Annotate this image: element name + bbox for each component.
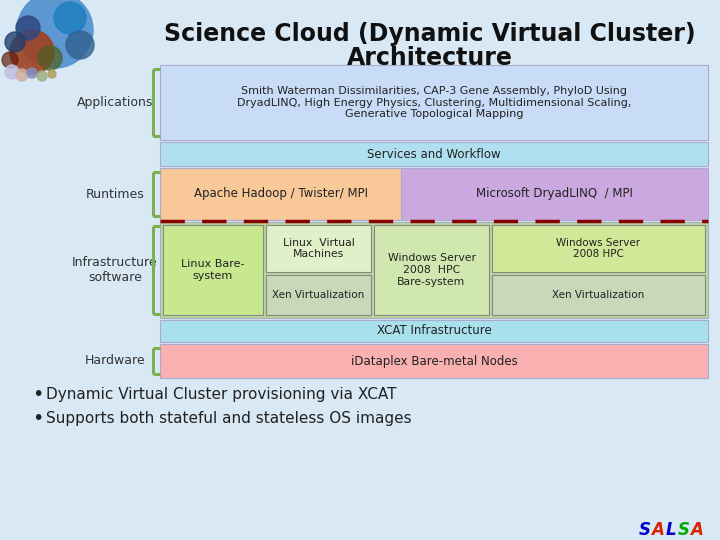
- Circle shape: [2, 52, 18, 68]
- Text: Science Cloud (Dynamic Virtual Cluster): Science Cloud (Dynamic Virtual Cluster): [164, 22, 696, 46]
- Text: Services and Workflow: Services and Workflow: [367, 147, 501, 160]
- FancyBboxPatch shape: [160, 344, 708, 378]
- Text: A: A: [690, 521, 703, 539]
- Text: Applications: Applications: [77, 96, 153, 109]
- FancyBboxPatch shape: [160, 142, 708, 166]
- Text: Xen Virtualization: Xen Virtualization: [272, 290, 364, 300]
- Circle shape: [17, 0, 93, 68]
- FancyBboxPatch shape: [492, 225, 705, 272]
- Text: L: L: [666, 521, 676, 539]
- Text: Windows Server
2008  HPC
Bare-system: Windows Server 2008 HPC Bare-system: [387, 253, 475, 287]
- FancyBboxPatch shape: [374, 225, 489, 315]
- Text: Xen Virtualization: Xen Virtualization: [552, 290, 644, 300]
- Text: Microsoft DryadLINQ  / MPI: Microsoft DryadLINQ / MPI: [476, 187, 633, 200]
- Text: Infrastructure
software: Infrastructure software: [72, 256, 158, 284]
- FancyBboxPatch shape: [492, 275, 705, 315]
- Circle shape: [16, 16, 40, 40]
- Text: iDataplex Bare-metal Nodes: iDataplex Bare-metal Nodes: [351, 354, 518, 368]
- Text: •: •: [32, 408, 43, 428]
- Circle shape: [54, 2, 86, 34]
- Circle shape: [27, 68, 37, 78]
- FancyBboxPatch shape: [266, 225, 371, 272]
- Circle shape: [5, 32, 25, 52]
- Text: XCAT Infrastructure: XCAT Infrastructure: [377, 325, 491, 338]
- FancyBboxPatch shape: [160, 65, 708, 140]
- Circle shape: [66, 31, 94, 59]
- Text: S: S: [639, 521, 651, 539]
- Text: Apache Hadoop / Twister/ MPI: Apache Hadoop / Twister/ MPI: [194, 187, 368, 200]
- FancyBboxPatch shape: [160, 222, 708, 318]
- Circle shape: [37, 71, 47, 81]
- Text: Smith Waterman Dissimilarities, CAP-3 Gene Assembly, PhyloD Using
DryadLINQ, Hig: Smith Waterman Dissimilarities, CAP-3 Ge…: [237, 86, 631, 119]
- FancyBboxPatch shape: [160, 320, 708, 342]
- Text: •: •: [32, 386, 43, 404]
- FancyBboxPatch shape: [163, 225, 263, 315]
- Circle shape: [10, 30, 54, 74]
- Text: Hardware: Hardware: [85, 354, 145, 368]
- Text: A: A: [652, 521, 665, 539]
- Text: Dynamic Virtual Cluster provisioning via XCAT: Dynamic Virtual Cluster provisioning via…: [46, 388, 397, 402]
- Circle shape: [48, 70, 56, 78]
- Circle shape: [5, 65, 19, 79]
- Circle shape: [38, 46, 62, 70]
- Circle shape: [16, 69, 28, 81]
- Text: Supports both stateful and stateless OS images: Supports both stateful and stateless OS …: [46, 410, 412, 426]
- Text: Runtimes: Runtimes: [86, 187, 145, 200]
- Text: S: S: [678, 521, 690, 539]
- FancyBboxPatch shape: [266, 275, 371, 315]
- Text: Windows Server
2008 HPC: Windows Server 2008 HPC: [557, 238, 641, 259]
- FancyBboxPatch shape: [160, 168, 401, 220]
- Text: Linux Bare-
system: Linux Bare- system: [181, 259, 245, 281]
- Text: Linux  Virtual
Machines: Linux Virtual Machines: [283, 238, 354, 259]
- FancyBboxPatch shape: [401, 168, 708, 220]
- Text: Architecture: Architecture: [347, 46, 513, 70]
